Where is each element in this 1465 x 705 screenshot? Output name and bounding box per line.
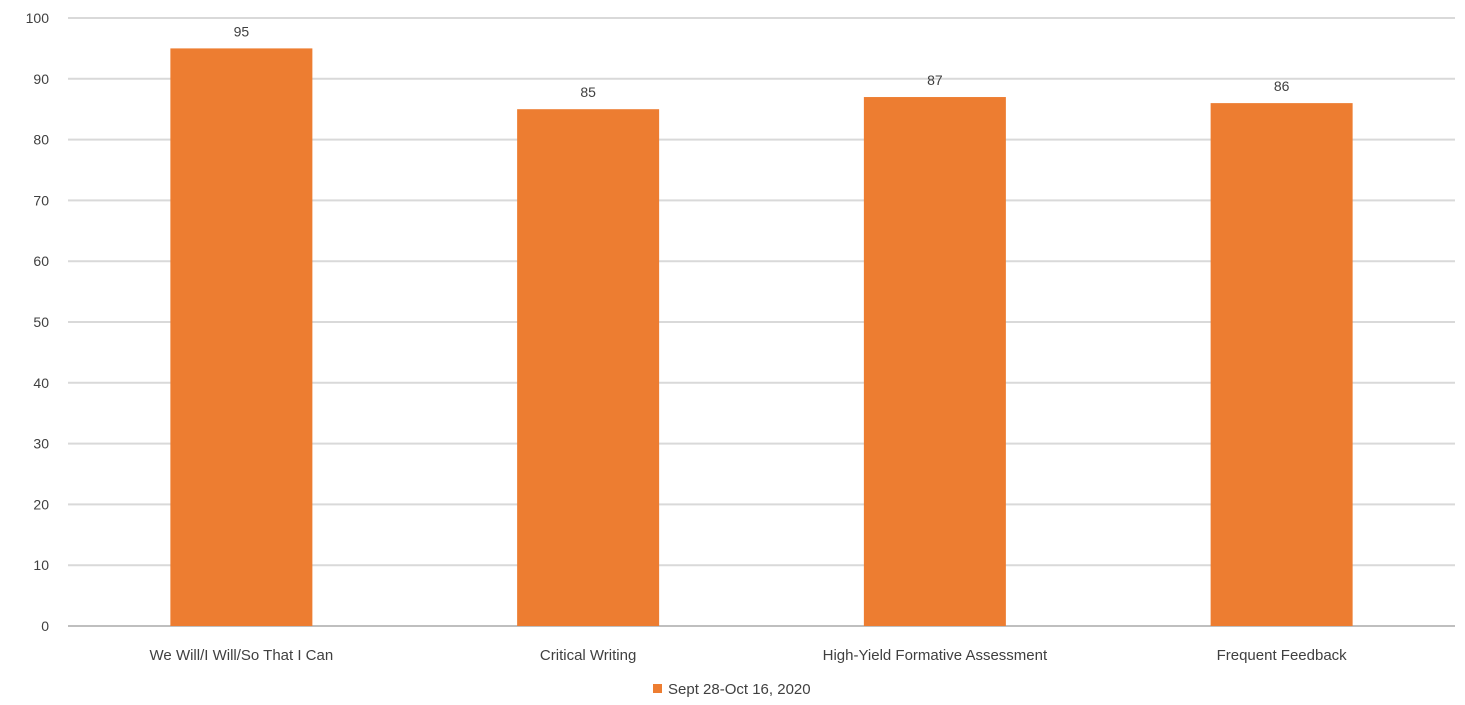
y-tick-label: 100 [26,10,50,26]
y-axis: 0 10 20 30 40 50 60 70 80 90 100 [26,10,50,634]
legend-swatch [653,684,662,693]
data-label: 85 [580,84,596,100]
bar [517,109,660,626]
bar [170,48,313,626]
y-tick-label: 30 [33,436,49,452]
y-tick-label: 80 [33,132,49,148]
x-tick-label: Frequent Feedback [1217,647,1348,664]
y-tick-label: 70 [33,192,49,208]
bars [170,48,1353,627]
y-tick-label: 0 [41,618,49,634]
x-axis: We Will/I Will/So That I Can Critical Wri… [150,647,1348,664]
y-tick-label: 90 [33,71,49,87]
legend: Sept 28-Oct 16, 2020 [653,681,811,698]
x-tick-label: High-Yield Formative Assessment [823,647,1048,664]
y-tick-label: 50 [33,314,49,330]
y-tick-label: 60 [33,253,49,269]
x-tick-label: We Will/I Will/So That I Can [150,647,334,664]
data-label: 86 [1274,78,1290,94]
data-label: 87 [927,72,943,88]
bar [863,97,1006,627]
data-label: 95 [234,23,250,39]
y-tick-label: 10 [33,557,49,573]
legend-label: Sept 28-Oct 16, 2020 [668,681,811,698]
x-tick-label: Critical Writing [540,647,636,664]
bar [1210,103,1353,627]
data-labels: 95 85 87 86 [234,23,1290,100]
y-tick-label: 40 [33,375,49,391]
y-tick-label: 20 [33,496,49,512]
